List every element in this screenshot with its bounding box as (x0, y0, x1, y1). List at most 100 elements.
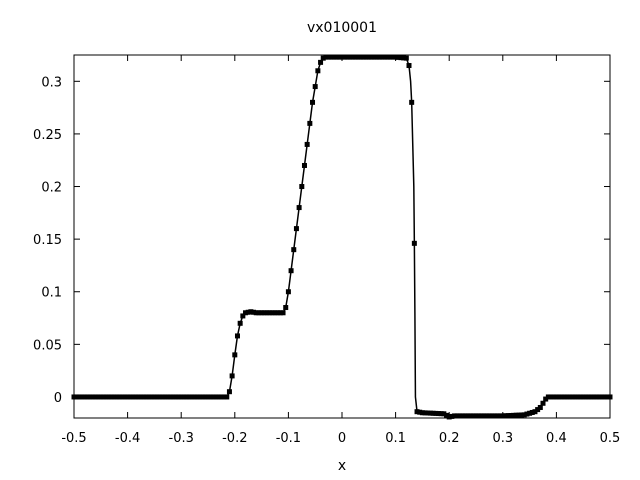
data-point-marker (213, 394, 219, 400)
data-point-marker (583, 394, 589, 400)
data-point-marker (106, 394, 112, 400)
y-tick-label: 0.1 (41, 286, 62, 301)
data-point-marker (232, 352, 238, 358)
data-point-marker (111, 394, 117, 400)
data-point-marker (320, 55, 326, 61)
data-point-marker (269, 310, 275, 316)
data-point-marker (401, 55, 407, 61)
data-point-marker (500, 413, 506, 419)
data-point-marker (580, 394, 586, 400)
data-point-marker (390, 54, 396, 60)
data-point-marker (336, 54, 342, 60)
data-point-marker (162, 394, 168, 400)
x-tick-label: 0.1 (385, 431, 406, 446)
data-point-marker (135, 394, 141, 400)
data-point-marker (537, 404, 543, 410)
data-point-marker (524, 411, 530, 417)
data-point-marker (92, 394, 98, 400)
data-point-marker (197, 394, 203, 400)
data-point-marker (98, 394, 104, 400)
data-point-marker (494, 413, 500, 419)
data-point-marker (457, 413, 463, 419)
y-tick-label: 0.2 (41, 181, 62, 196)
data-point-marker (200, 394, 206, 400)
data-point-marker (253, 310, 259, 316)
data-point-marker (604, 394, 610, 400)
data-point-marker (243, 310, 249, 316)
data-point-marker (363, 54, 369, 60)
data-point-marker (181, 394, 187, 400)
data-point-marker (157, 394, 163, 400)
data-point-marker (178, 394, 184, 400)
data-point-marker (430, 410, 436, 416)
data-point-marker (84, 394, 90, 400)
data-point-marker (103, 394, 109, 400)
data-point-marker (433, 410, 439, 416)
data-point-marker (229, 373, 235, 379)
data-point-marker (350, 54, 356, 60)
data-point-marker (125, 394, 131, 400)
data-point-marker (130, 394, 136, 400)
data-point-marker (478, 413, 484, 419)
data-point-marker (511, 412, 517, 418)
y-tick-label: 0 (54, 391, 62, 406)
data-point-marker (173, 394, 179, 400)
data-point-marker (505, 413, 511, 419)
data-point-marker (427, 410, 433, 416)
data-point-marker (543, 396, 549, 402)
y-tick-label: 0.05 (33, 338, 62, 353)
y-tick-label: 0.25 (33, 128, 62, 143)
data-point-marker (486, 413, 492, 419)
data-point-marker (251, 309, 257, 315)
data-point-marker (385, 54, 391, 60)
data-point-marker (548, 394, 554, 400)
data-point-marker (481, 413, 487, 419)
data-point-marker (331, 54, 337, 60)
data-point-marker (184, 394, 190, 400)
data-point-marker (403, 55, 409, 61)
data-point-marker (529, 409, 535, 415)
series-line (74, 56, 610, 418)
data-point-marker (425, 410, 431, 416)
y-axis-ticks: 0 0.05 0.1 0.15 0.2 0.25 0.3 (33, 75, 610, 406)
data-point-marker (344, 54, 350, 60)
data-point-marker (87, 394, 93, 400)
data-point-marker (393, 54, 399, 60)
data-point-marker (95, 394, 101, 400)
y-tick-label: 0.3 (41, 75, 62, 90)
data-point-marker (293, 226, 299, 232)
data-point-marker (347, 54, 353, 60)
data-point-marker (422, 410, 428, 416)
data-point-marker (435, 411, 441, 417)
data-point-marker (272, 310, 278, 316)
x-axis-ticks: -0.5 -0.4 -0.3 -0.2 -0.1 0 0.1 0.2 0.3 0.4 0.5 (61, 55, 620, 446)
data-point-marker (553, 394, 559, 400)
data-point-marker (100, 394, 106, 400)
data-point-marker (285, 289, 291, 295)
data-point-marker (202, 394, 208, 400)
data-point-marker (122, 394, 128, 400)
data-point-marker (79, 394, 85, 400)
data-point-marker (167, 394, 173, 400)
data-point-marker (586, 394, 592, 400)
data-point-marker (334, 54, 340, 60)
data-point-marker (194, 394, 200, 400)
data-point-marker (377, 54, 383, 60)
data-point-marker (224, 394, 230, 400)
series-layer (71, 54, 613, 420)
data-point-marker (409, 99, 415, 105)
data-point-marker (326, 54, 332, 60)
data-point-marker (527, 410, 533, 416)
x-tick-label: -0.3 (169, 431, 194, 446)
data-point-marker (591, 394, 597, 400)
data-point-marker (551, 394, 557, 400)
data-point-marker (540, 400, 546, 406)
data-point-marker (449, 413, 455, 419)
data-point-marker (484, 413, 490, 419)
data-point-marker (508, 413, 514, 418)
data-point-marker (454, 413, 460, 419)
data-point-marker (301, 162, 307, 168)
plot-frame (73, 54, 611, 419)
data-point-marker (360, 54, 366, 60)
data-point-marker (176, 394, 182, 400)
